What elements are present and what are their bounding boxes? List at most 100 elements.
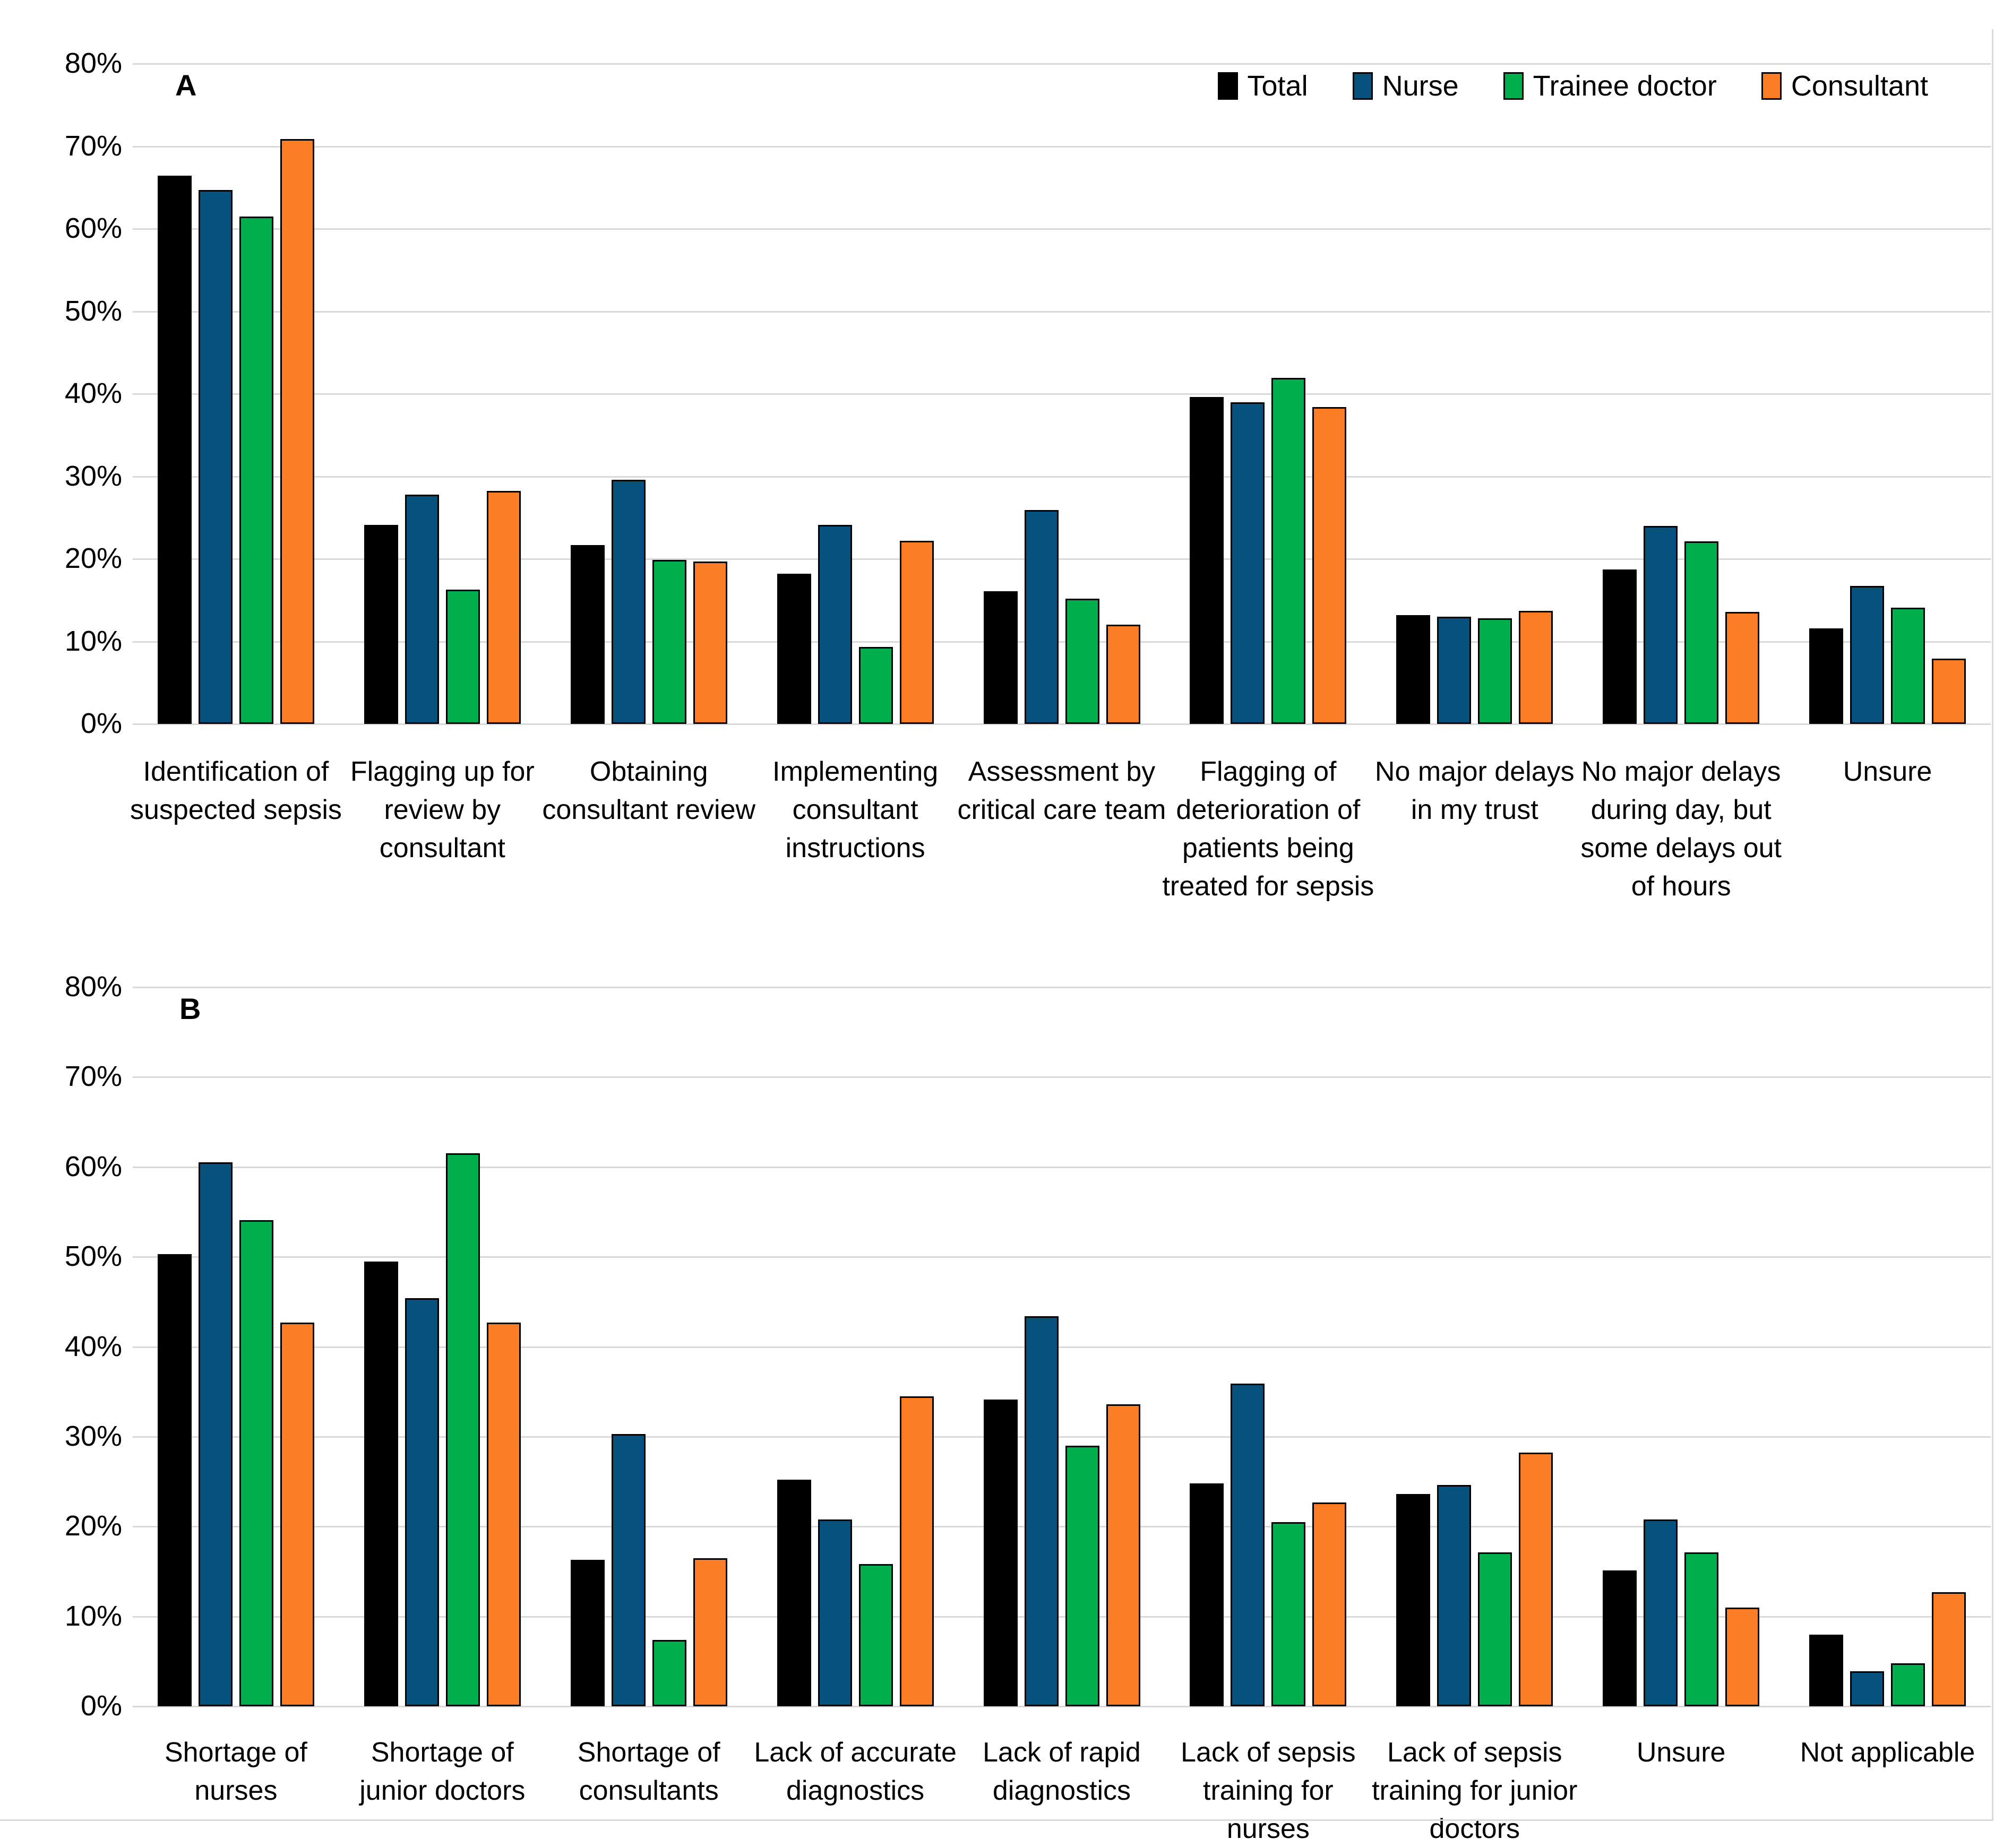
legend-label: Nurse [1382,70,1459,102]
gridline-20 [133,558,1991,560]
gridline-40 [133,1346,1991,1348]
bar-trainee-doctor-cat1 [239,216,273,724]
bar-trainee-doctor-cat5 [1065,1445,1099,1706]
y-axis-tick-0: 0% [80,707,122,739]
bar-nurse-cat1 [198,1162,233,1706]
bar-trainee-doctor-cat6 [1271,1522,1306,1706]
bar-trainee-doctor-cat5 [1065,598,1099,724]
legend: Total Nurse Trainee doctor Consultant [1217,70,1928,102]
x-axis-category-label: No major delays during day, but some del… [1580,756,1782,902]
bar-total-cat4 [777,573,811,724]
bar-nurse-cat8 [1644,525,1678,724]
x-axis-category-label: Lack of sepsis training for nurses [1181,1737,1356,1844]
bar-total-cat6 [1190,1483,1224,1706]
gridline-10 [133,641,1991,643]
bar-total-cat4 [777,1480,811,1706]
bar-consultant-cat2 [486,1322,521,1706]
gridline-10 [133,1616,1991,1618]
y-axis-tick-30: 30% [64,460,122,492]
bar-total-cat8 [1603,569,1637,724]
y-axis-tick-20: 20% [64,1510,122,1542]
bar-trainee-doctor-cat2 [445,1153,480,1706]
bar-consultant-cat9 [1932,1592,1966,1706]
gridline-0 [133,723,1991,725]
bar-total-cat7 [1396,1494,1431,1706]
y-axis-tick-20: 20% [64,542,122,574]
x-axis-category-label: No major delays in my trust [1374,756,1575,825]
bar-total-cat9 [1809,1634,1844,1706]
nurse-swatch-icon [1352,72,1373,100]
bar-total-cat2 [364,1261,398,1706]
total-swatch-icon [1217,72,1238,100]
bar-nurse-cat5 [1024,1316,1059,1706]
bar-total-cat8 [1603,1570,1637,1706]
x-axis-category-label: Lack of sepsis training for junior docto… [1372,1737,1578,1844]
y-axis-tick-80: 80% [64,971,122,1003]
panel-b-label: B [179,992,201,1025]
bar-total-cat1 [157,1254,192,1706]
y-axis-tick-10: 10% [64,1600,122,1632]
x-axis-category-label: Flagging up for review by consultant [350,756,535,863]
bar-nurse-cat9 [1850,586,1885,724]
bar-trainee-doctor-cat1 [239,1220,273,1706]
y-axis-tick-50: 50% [64,1240,122,1273]
panel-a-label: A [175,68,197,102]
x-axis-category-label: Not applicable [1800,1737,1975,1768]
bar-nurse-cat4 [818,1519,852,1706]
bar-nurse-cat2 [405,1298,439,1706]
x-axis-category-label: Lack of rapid diagnostics [983,1737,1141,1806]
bar-total-cat1 [157,176,192,724]
bar-nurse-cat3 [611,479,646,724]
bar-consultant-cat7 [1519,610,1553,724]
y-axis-tick-70: 70% [64,129,122,162]
legend-item-nurse: Nurse [1352,70,1459,102]
bar-consultant-cat4 [899,540,934,724]
gridline-70 [133,145,1991,148]
bar-total-cat5 [983,591,1018,724]
x-axis-category-label: Lack of accurate diagnostics [754,1737,957,1806]
bar-consultant-cat1 [280,139,314,724]
y-axis-tick-40: 40% [64,377,122,409]
x-axis-category-label: Unsure [1636,1737,1726,1768]
bar-consultant-cat6 [1312,1502,1347,1706]
bar-consultant-cat5 [1106,1404,1140,1706]
y-axis-tick-80: 80% [64,47,122,79]
bar-trainee-doctor-cat7 [1478,1552,1512,1706]
bar-consultant-cat7 [1519,1453,1553,1706]
bar-consultant-cat6 [1312,407,1347,724]
gridline-70 [133,1076,1991,1078]
x-axis-category-label: Shortage of junior doctors [359,1737,526,1806]
figure-border-bottom [0,1819,1993,1821]
y-axis-tick-0: 0% [80,1690,122,1722]
bar-consultant-cat4 [899,1396,934,1706]
x-axis-category-label: Unsure [1843,756,1932,787]
bar-consultant-cat9 [1932,659,1966,724]
bar-trainee-doctor-cat3 [652,559,686,724]
gridline-60 [133,228,1991,230]
bar-nurse-cat4 [818,525,852,724]
gridline-50 [133,1256,1991,1258]
gridline-80 [133,987,1991,988]
bar-total-cat6 [1190,397,1224,724]
legend-label: Trainee doctor [1533,70,1717,102]
x-axis-category-label: Implementing consultant instructions [772,756,939,863]
x-axis-category-label: Shortage of consultants [577,1737,720,1806]
bar-total-cat2 [364,525,398,724]
bar-total-cat3 [570,1559,605,1706]
bar-nurse-cat8 [1644,1519,1678,1706]
bar-consultant-cat8 [1725,1607,1760,1706]
x-axis-category-label: Identification of suspected sepsis [130,756,342,825]
bar-trainee-doctor-cat8 [1684,1552,1719,1706]
bar-nurse-cat2 [405,494,439,724]
y-axis-tick-10: 10% [64,625,122,657]
bar-trainee-doctor-cat3 [652,1639,686,1706]
bar-trainee-doctor-cat8 [1684,541,1719,724]
y-axis-tick-60: 60% [64,1150,122,1182]
bar-total-cat7 [1396,615,1431,724]
bar-nurse-cat1 [198,189,233,724]
bar-nurse-cat7 [1437,616,1472,724]
bar-trainee-doctor-cat6 [1271,378,1306,724]
gridline-0 [133,1706,1991,1707]
bar-total-cat9 [1809,628,1844,724]
